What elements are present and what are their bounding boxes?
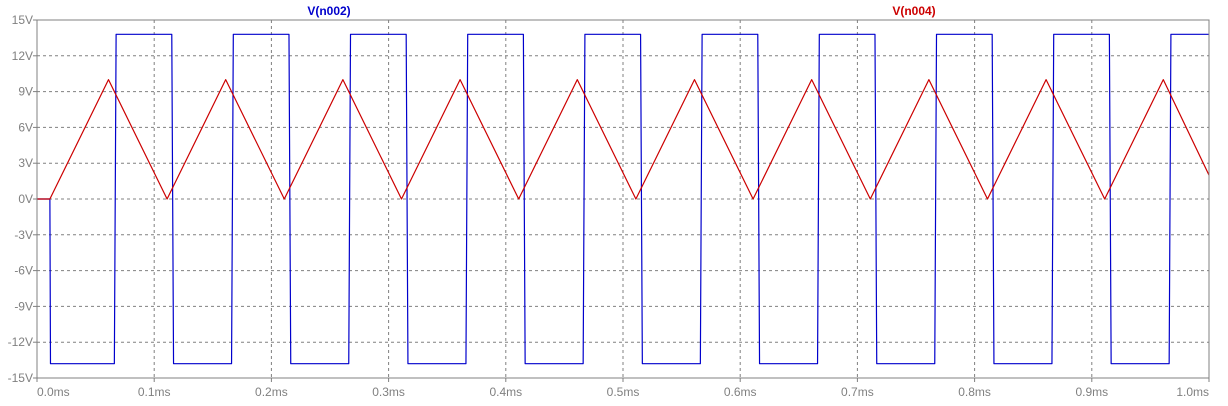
y-tick-label: 12V (12, 49, 33, 63)
legend-v-n004[interactable]: V(n004) (892, 4, 935, 18)
y-tick-label: 15V (12, 13, 33, 27)
y-tick-label: -12V (8, 335, 33, 349)
grid (37, 20, 1209, 378)
y-tick-label: 9V (18, 85, 33, 99)
trace-v-n004[interactable] (37, 79, 1210, 200)
series-traces (37, 33, 1210, 365)
x-tick-label: 0.4ms (489, 385, 522, 399)
y-tick-label: -3V (14, 228, 33, 242)
x-tick-label: 0.7ms (841, 385, 874, 399)
plot-frame (36, 19, 1210, 379)
x-tick-label: 0.8ms (958, 385, 991, 399)
x-tick-label: 0.1ms (138, 385, 171, 399)
x-tick-label: 0.5ms (607, 385, 640, 399)
y-tick-label: -6V (14, 264, 33, 278)
y-tick-label: 6V (18, 120, 33, 134)
y-tick-label: -9V (14, 299, 33, 313)
x-tick-label: 0.2ms (255, 385, 288, 399)
y-tick-label: 3V (18, 156, 33, 170)
y-tick-label: -15V (8, 371, 33, 385)
x-tick-label: 0.3ms (372, 385, 405, 399)
x-tick-label: 0.0ms (37, 385, 70, 399)
x-tick-label: 0.6ms (724, 385, 757, 399)
y-axis-ticks: 15V 12V 9V 6V 3V 0V -3V -6V -9V -12V -15V (8, 13, 37, 385)
x-tick-label: 1.0ms (1176, 385, 1209, 399)
x-axis-ticks: 0.0ms 0.1ms 0.2ms 0.3ms 0.4ms 0.5ms 0.6ms 0.7ms… (36, 378, 1210, 399)
trace-v-n002[interactable] (37, 33, 1209, 365)
y-tick-label: 0V (18, 192, 33, 206)
x-tick-label: 0.9ms (1075, 385, 1108, 399)
legend-v-n002[interactable]: V(n002) (307, 4, 350, 18)
